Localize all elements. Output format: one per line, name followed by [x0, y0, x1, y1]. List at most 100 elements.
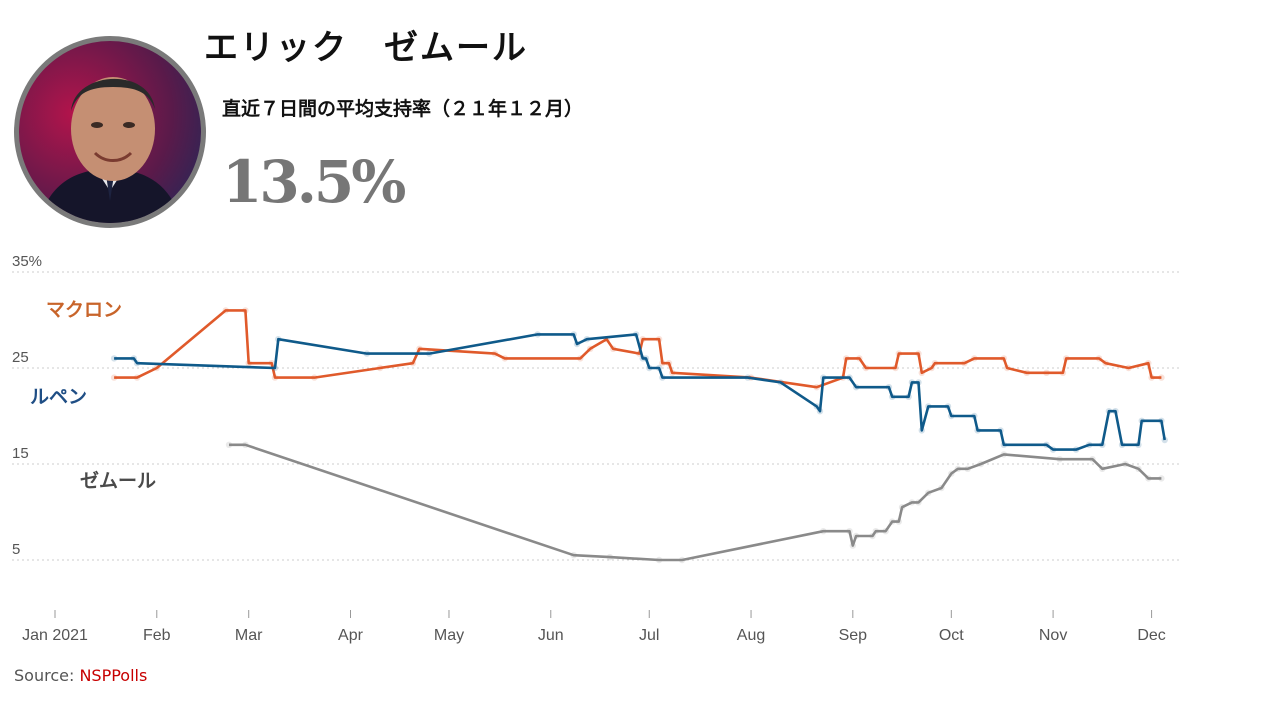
- poll-point: [577, 355, 584, 362]
- poll-point: [1145, 360, 1152, 367]
- poll-point: [110, 374, 118, 381]
- poll-point: [895, 350, 902, 357]
- poll-point: [586, 345, 594, 352]
- poll-point: [843, 355, 850, 362]
- poll-point: [678, 556, 686, 564]
- poll-point: [642, 355, 650, 362]
- poll-point: [1063, 355, 1070, 362]
- poll-point: [813, 403, 820, 410]
- poll-point: [918, 427, 925, 434]
- poll-point: [1161, 436, 1168, 444]
- portrait-image: [19, 41, 201, 223]
- y-tick-label: 5: [12, 541, 20, 558]
- poll-point: [816, 408, 824, 415]
- poll-point: [971, 355, 978, 362]
- poll-point: [882, 528, 889, 535]
- x-tick-label: Nov: [1039, 627, 1067, 644]
- y-tick-label: 25: [12, 349, 29, 366]
- poll-point: [110, 355, 118, 362]
- poll-point: [416, 345, 423, 352]
- poll-point: [915, 499, 922, 506]
- poll-point: [659, 360, 666, 367]
- poll-point: [1118, 441, 1126, 448]
- poll-point: [1102, 360, 1109, 367]
- poll-point: [846, 528, 853, 535]
- poll-point: [820, 528, 827, 535]
- poll-point: [1043, 369, 1050, 376]
- poll-point: [977, 460, 985, 468]
- poll-point: [655, 556, 663, 564]
- poll-point: [1145, 475, 1152, 482]
- candidate-name: エリック ゼムール: [204, 28, 528, 68]
- poll-point: [948, 470, 955, 477]
- poll-point: [133, 374, 141, 381]
- poll-point: [846, 374, 853, 381]
- poll-point: [1043, 441, 1050, 448]
- poll-point: [813, 384, 820, 391]
- poll-point: [655, 364, 663, 372]
- poll-point: [928, 364, 935, 372]
- poll-point: [225, 441, 233, 448]
- poll-point: [974, 427, 981, 434]
- poll-point: [242, 307, 249, 314]
- poll-point: [583, 336, 591, 343]
- poll-point: [1099, 465, 1106, 472]
- poll-point: [925, 489, 932, 496]
- poll-point: [1072, 446, 1080, 453]
- poll-point: [655, 336, 663, 343]
- poll-point: [409, 360, 417, 367]
- poll-point: [1138, 417, 1145, 424]
- poll-point: [892, 364, 899, 372]
- poll-point: [639, 355, 646, 362]
- poll-point: [944, 403, 952, 410]
- poll-point: [376, 364, 384, 372]
- x-tick-label: Jul: [639, 627, 659, 644]
- poll-point: [271, 374, 279, 381]
- poll-point: [997, 427, 1004, 434]
- poll-point: [971, 412, 978, 420]
- poll-point: [222, 307, 229, 314]
- x-tick-label: May: [434, 627, 464, 644]
- poll-point: [130, 355, 137, 362]
- poll-point: [271, 364, 279, 372]
- poll-point: [885, 384, 893, 391]
- poll-point: [915, 350, 922, 357]
- poll-point: [1086, 441, 1093, 448]
- poll-point: [915, 379, 922, 386]
- poll-point: [245, 360, 252, 367]
- poll-point: [153, 364, 160, 372]
- poll-point: [632, 331, 640, 338]
- poll-point: [1099, 441, 1106, 448]
- candidate-portrait: [14, 36, 206, 228]
- poll-point: [534, 331, 541, 338]
- poll-point: [609, 345, 617, 352]
- poll-point: [573, 340, 581, 348]
- poll-point: [363, 350, 371, 357]
- x-tick-label: Mar: [235, 627, 263, 644]
- poll-point: [925, 403, 932, 410]
- poll-point: [1135, 441, 1142, 448]
- x-tick-label: Apr: [338, 627, 364, 644]
- source-link[interactable]: NSPPolls: [79, 666, 148, 685]
- x-tick-label: Jan 2021: [22, 627, 88, 644]
- poll-point: [1023, 369, 1031, 376]
- poll-point: [1000, 355, 1008, 362]
- poll-point: [895, 518, 902, 525]
- poll-point: [606, 553, 614, 561]
- poll-point: [777, 379, 784, 386]
- y-tick-label: 15: [12, 445, 29, 462]
- poll-point: [849, 542, 857, 549]
- poll-point: [862, 364, 870, 372]
- poll-point: [1105, 408, 1113, 415]
- x-tick-label: Sep: [839, 627, 868, 644]
- x-tick-label: Aug: [737, 627, 765, 644]
- poll-point: [426, 350, 433, 357]
- series-line-1: [114, 309, 1162, 389]
- poll-point: [1059, 369, 1067, 376]
- source-line: Source: NSPPolls: [14, 666, 147, 685]
- poll-point: [820, 374, 827, 381]
- poll-point: [491, 350, 499, 357]
- poll-point: [1003, 364, 1011, 372]
- poll-point: [1056, 456, 1063, 463]
- poll-point: [311, 374, 318, 381]
